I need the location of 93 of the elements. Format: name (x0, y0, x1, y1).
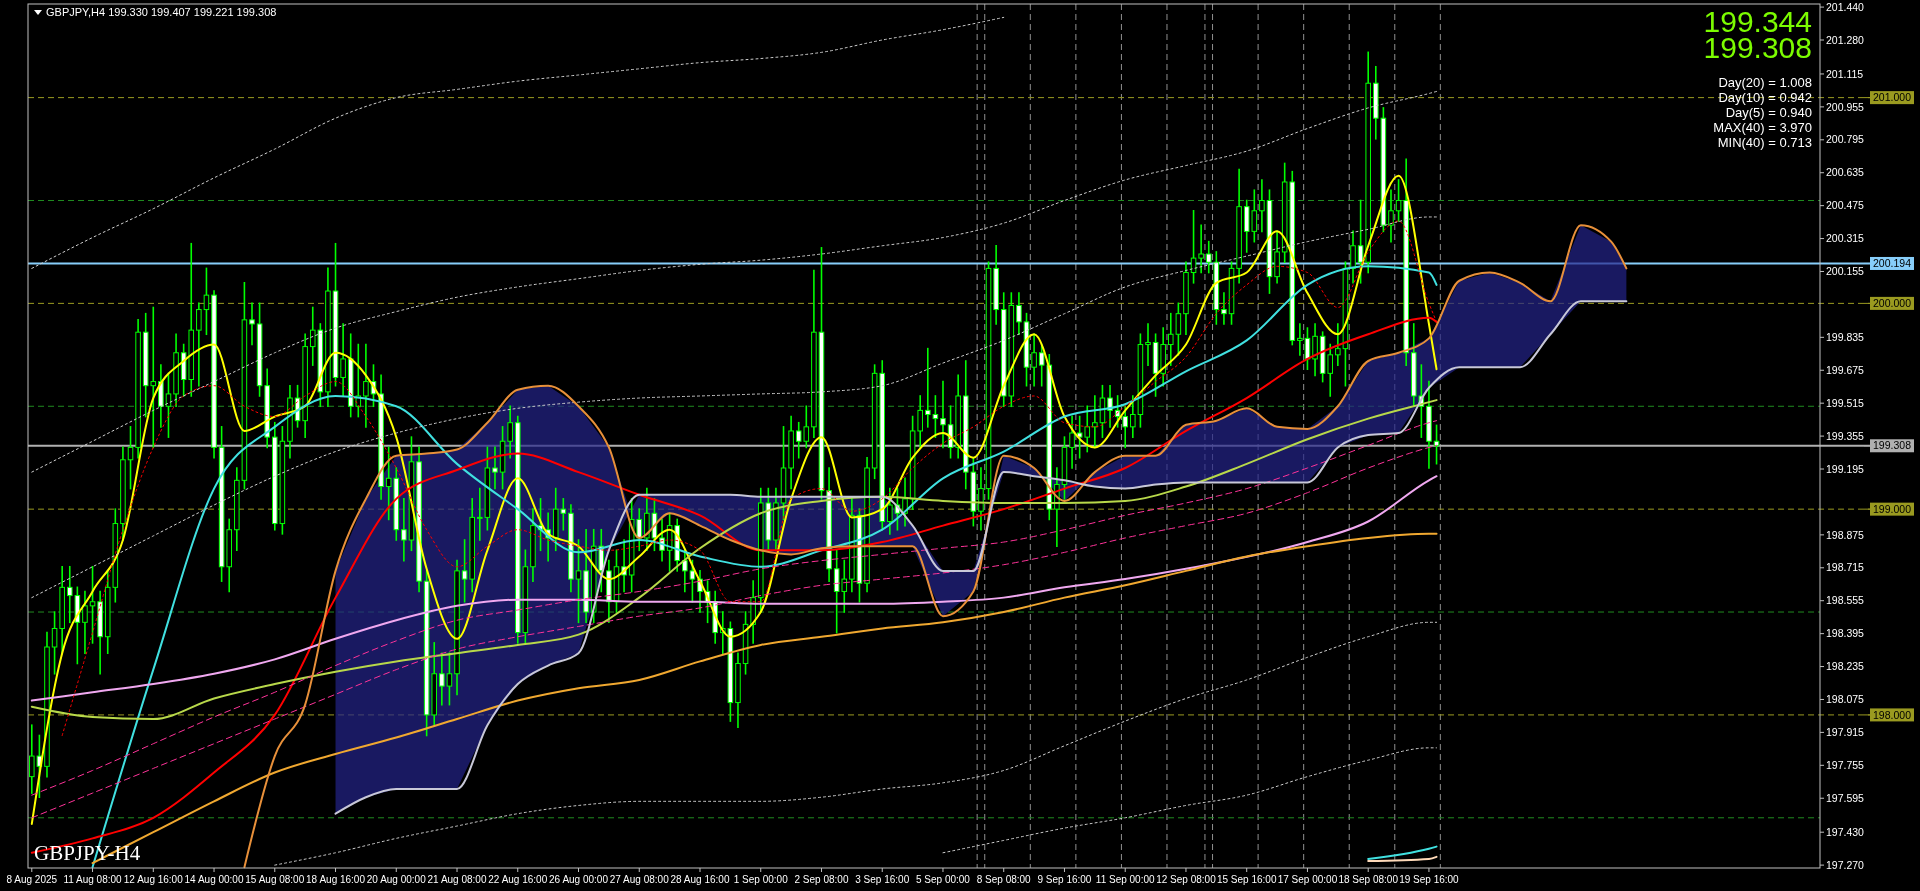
x-tick-label: 18 Aug 16:00 (306, 874, 366, 885)
x-tick-label: 27 Aug 08:00 (609, 874, 670, 885)
ref-line-label: 200.194 (1873, 257, 1912, 270)
x-tick-label: 1 Sep 00:00 (733, 874, 789, 885)
ref-line-label: 198.000 (1873, 708, 1912, 721)
annotation: Day(10) = 0.942 (1718, 90, 1812, 105)
y-tick-label: 200.475 (1826, 199, 1865, 212)
x-tick-label: 12 Sep 08:00 (1156, 874, 1217, 885)
y-tick-label: 198.075 (1826, 693, 1865, 706)
x-tick-label: 15 Sep 16:00 (1216, 874, 1277, 885)
y-tick-label: 200.955 (1826, 100, 1865, 113)
candlestick (1221, 292, 1227, 325)
y-tick-label: 199.195 (1826, 462, 1865, 475)
candlestick (340, 323, 346, 397)
y-tick-label: 199.675 (1826, 363, 1865, 376)
x-tick-label: 19 Sep 16:00 (1399, 874, 1460, 885)
annotation: MAX(40) = 3.970 (1713, 120, 1812, 135)
annotation: Day(5) = 0.940 (1725, 105, 1812, 120)
y-tick-label: 199.835 (1826, 331, 1865, 344)
candlestick (82, 590, 88, 654)
y-tick-label: 197.270 (1826, 858, 1865, 871)
candlestick (1350, 230, 1356, 284)
line-series (31, 90, 1438, 473)
y-tick-label: 198.715 (1826, 561, 1865, 574)
x-tick-label: 8 Sep 08:00 (976, 874, 1032, 885)
annotation: Day(20) = 1.008 (1718, 75, 1812, 90)
ref-line-label: 199.000 (1873, 502, 1912, 515)
candlestick (363, 343, 369, 428)
candlestick (1092, 395, 1098, 449)
line-series (942, 747, 1438, 854)
candlestick (1388, 189, 1394, 243)
candlestick (1069, 415, 1075, 469)
candlestick (1312, 323, 1318, 377)
y-tick-label: 198.395 (1826, 627, 1865, 640)
y-tick-label: 201.440 (1826, 0, 1865, 13)
y-tick-label: 197.915 (1826, 726, 1865, 739)
x-tick-label: 9 Sep 16:00 (1037, 874, 1092, 885)
annotation: MIN(40) = 0.713 (1717, 135, 1812, 150)
candlestick (492, 446, 498, 490)
x-tick-label: 15 Aug 08:00 (245, 874, 305, 885)
y-tick-label: 198.235 (1826, 660, 1865, 673)
ref-line-label: 201.000 (1873, 91, 1912, 104)
y-tick-label: 199.515 (1826, 396, 1865, 409)
line-series (274, 621, 1438, 866)
y-tick-label: 199.355 (1826, 429, 1865, 442)
candlestick (978, 467, 984, 531)
x-tick-label: 11 Aug 08:00 (63, 874, 123, 885)
y-tick-label: 198.555 (1826, 594, 1865, 607)
candlestick (1145, 323, 1151, 366)
x-tick-label: 17 Sep 00:00 (1277, 874, 1338, 885)
x-tick-label: 5 Sep 00:00 (916, 874, 971, 885)
candlestick (1031, 333, 1037, 387)
line-series (30, 174, 1438, 825)
candlestick (1259, 179, 1265, 233)
x-tick-label: 12 Aug 16:00 (123, 874, 184, 885)
x-tick-label: 20 Aug 00:00 (366, 874, 427, 885)
x-tick-label: 22 Aug 16:00 (488, 874, 548, 885)
candlestick (401, 498, 407, 562)
x-tick-label: 21 Aug 08:00 (427, 874, 487, 885)
candlestick (1297, 323, 1303, 356)
y-tick-label: 201.280 (1826, 33, 1865, 46)
candlestick (196, 302, 202, 387)
y-tick-label: 200.315 (1826, 232, 1865, 245)
x-tick-label: 11 Sep 00:00 (1095, 874, 1156, 885)
line-series (31, 16, 1005, 269)
candlestick (575, 539, 582, 624)
x-tick-label: 14 Aug 00:00 (184, 874, 244, 885)
y-tick-label: 200.635 (1826, 166, 1865, 179)
candlestick (940, 380, 946, 449)
x-tick-label: 18 Sep 08:00 (1338, 874, 1399, 885)
chart-title: GBPJPY,H4 199.330 199.407 199.221 199.308 (46, 6, 277, 18)
ref-line-label: 199.308 (1873, 439, 1912, 452)
candlestick (1122, 405, 1128, 449)
line-series (30, 399, 1438, 721)
candlestick (249, 302, 255, 346)
y-tick-label: 197.430 (1826, 825, 1865, 838)
x-tick-label: 26 Aug 00:00 (549, 874, 609, 885)
y-tick-label: 200.155 (1826, 265, 1865, 278)
y-tick-label: 197.595 (1826, 791, 1865, 804)
line-series (30, 475, 1438, 702)
y-tick-label: 201.115 (1826, 67, 1864, 80)
y-tick-label: 198.875 (1826, 528, 1865, 541)
x-tick-label: 28 Aug 16:00 (670, 874, 730, 885)
y-tick-label: 200.795 (1826, 133, 1865, 146)
x-tick-label: 8 Aug 2025 (6, 874, 58, 885)
y-tick-label: 197.755 (1826, 759, 1865, 771)
line-series (31, 216, 1438, 599)
x-tick-label: 2 Sep 08:00 (794, 874, 849, 885)
candlestick (1016, 292, 1022, 336)
candlestick (1198, 224, 1204, 274)
ref-line-label: 200.000 (1873, 297, 1912, 310)
candlestick (89, 565, 96, 644)
x-tick-label: 3 Sep 16:00 (855, 874, 910, 885)
